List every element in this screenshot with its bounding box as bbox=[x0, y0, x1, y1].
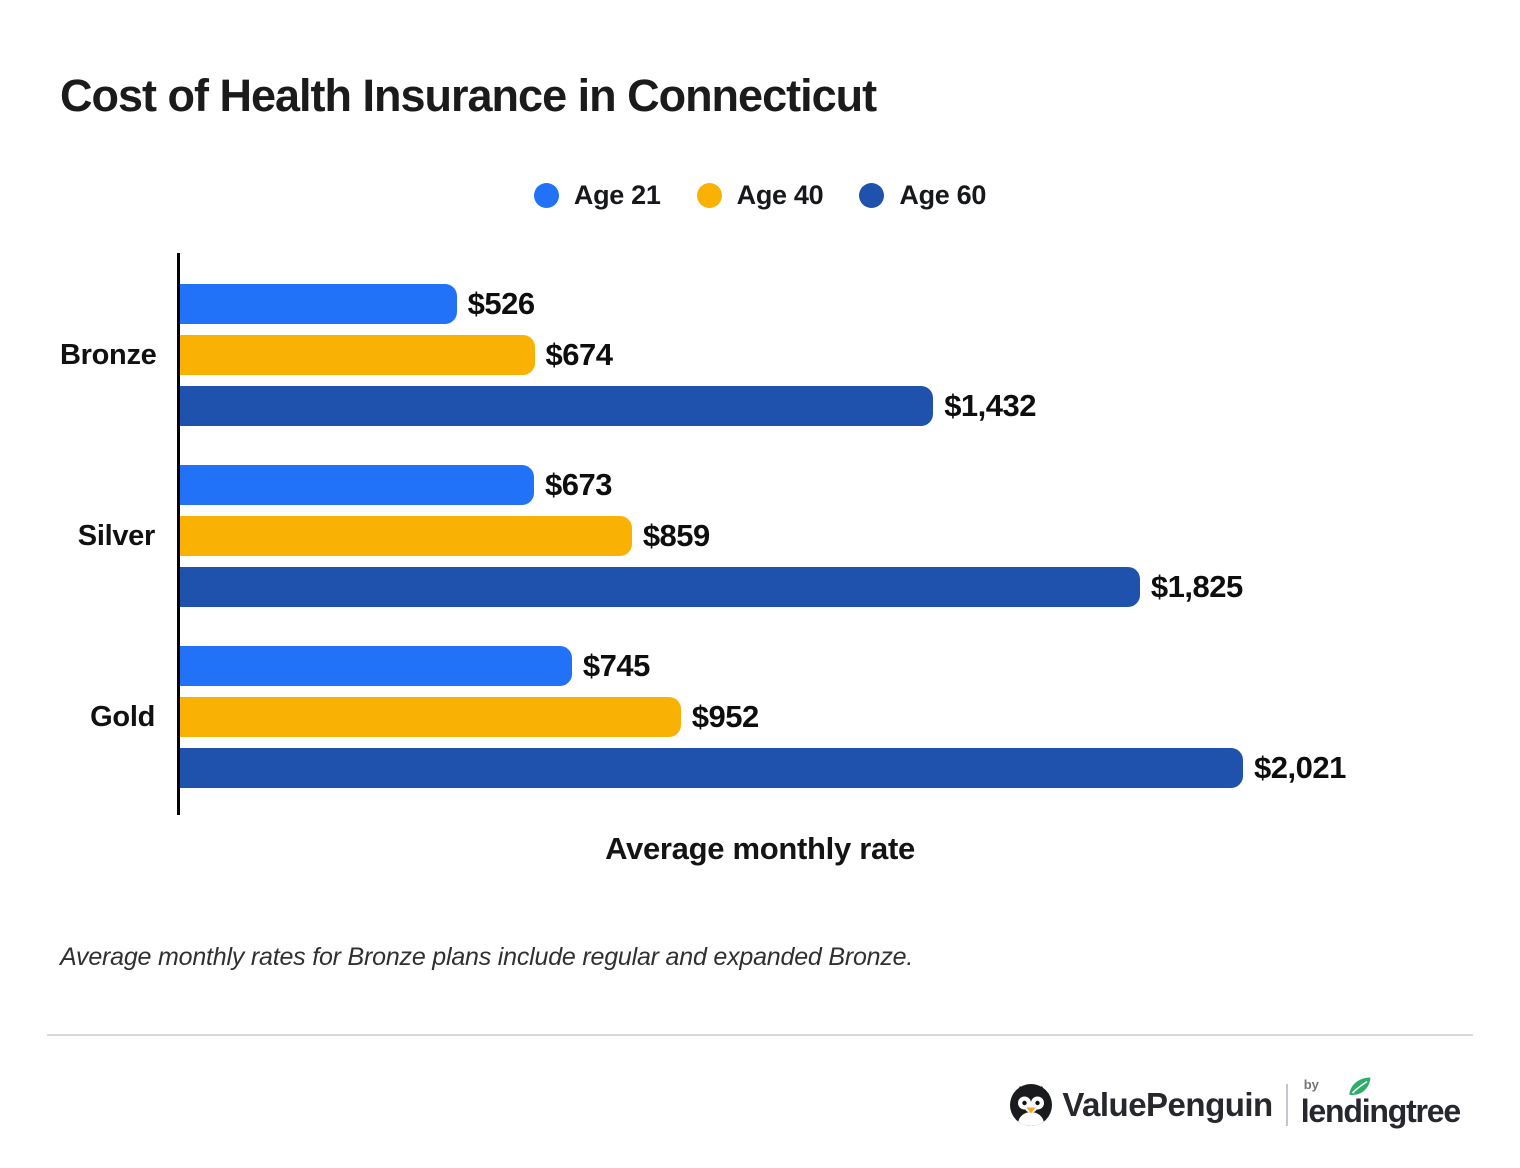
value-label: $952 bbox=[691, 699, 759, 734]
bars-column: $745 $952 $2,021 bbox=[180, 646, 1346, 788]
chart-legend: Age 21 Age 40 Age 60 bbox=[60, 180, 1460, 211]
value-label: $1,432 bbox=[944, 388, 1037, 423]
logo-divider bbox=[1285, 1084, 1288, 1126]
category-group-bronze: Bronze $526 $674 $1,432 bbox=[60, 284, 1460, 426]
legend-label: Age 60 bbox=[899, 180, 987, 210]
valuepenguin-logo: ValuePenguin bbox=[1009, 1083, 1273, 1127]
legend-dot-age-21-icon bbox=[533, 183, 559, 208]
bar-row: $2,021 bbox=[180, 748, 1346, 788]
bars-column: $526 $674 $1,432 bbox=[180, 284, 1243, 426]
lendingtree-wordmark: lendingtree bbox=[1300, 1093, 1461, 1129]
legend-item-age-40: Age 40 bbox=[696, 180, 824, 211]
penguin-icon bbox=[1010, 1084, 1053, 1126]
x-axis-label: Average monthly rate bbox=[605, 831, 915, 866]
y-axis-line bbox=[177, 253, 180, 815]
value-label: $745 bbox=[582, 648, 650, 683]
bar-row: $1,432 bbox=[180, 386, 1243, 426]
bar-bronze-age-40 bbox=[180, 335, 535, 375]
value-label: $1,825 bbox=[1150, 569, 1243, 604]
value-label: $673 bbox=[544, 467, 612, 502]
bars-column: $673 $859 $1,825 bbox=[180, 465, 1243, 607]
bar-row: $745 bbox=[180, 646, 1243, 686]
bar-chart: Bronze $526 $674 $1,432 Silver $673 $859 $1,825… bbox=[60, 253, 1460, 815]
divider-line bbox=[47, 1034, 1473, 1036]
legend-dot-age-60-icon bbox=[859, 183, 885, 208]
bar-row: $952 bbox=[180, 697, 1243, 737]
bar-bronze-age-60 bbox=[180, 386, 934, 426]
branding-row: ValuePenguin by lendingtree bbox=[60, 1077, 1461, 1130]
lendingtree-logo: by lendingtree bbox=[1300, 1077, 1461, 1130]
bar-silver-age-21 bbox=[180, 465, 534, 505]
bar-bronze-age-21 bbox=[180, 284, 457, 324]
bar-silver-age-40 bbox=[180, 516, 632, 556]
legend-item-age-21: Age 21 bbox=[533, 180, 661, 211]
value-label: $859 bbox=[642, 518, 710, 553]
by-label: by bbox=[1303, 1077, 1319, 1092]
bar-gold-age-21 bbox=[180, 646, 572, 686]
bar-row: $674 bbox=[180, 335, 1243, 375]
chart-title: Cost of Health Insurance in Connecticut bbox=[60, 70, 877, 121]
footnote: Average monthly rates for Bronze plans i… bbox=[60, 943, 914, 971]
bar-row: $673 bbox=[180, 465, 1243, 505]
category-label: Silver bbox=[77, 519, 156, 552]
category-group-silver: Silver $673 $859 $1,825 bbox=[60, 465, 1460, 607]
value-label: $526 bbox=[467, 286, 535, 321]
bar-silver-age-60 bbox=[180, 567, 1140, 607]
bar-row: $526 bbox=[180, 284, 1243, 324]
category-group-gold: Gold $745 $952 $2,021 bbox=[60, 646, 1460, 788]
leaf-icon bbox=[1348, 1077, 1371, 1095]
legend-item-age-60: Age 60 bbox=[859, 180, 986, 211]
legend-label: Age 21 bbox=[573, 180, 661, 210]
bar-gold-age-60 bbox=[180, 748, 1243, 788]
bar-gold-age-40 bbox=[180, 697, 681, 737]
valuepenguin-wordmark: ValuePenguin bbox=[1062, 1086, 1273, 1123]
legend-dot-age-40-icon bbox=[696, 183, 722, 208]
value-label: $674 bbox=[545, 337, 613, 372]
legend-label: Age 40 bbox=[736, 180, 824, 210]
bar-groups: Bronze $526 $674 $1,432 Silver $673 $859 $1,825… bbox=[60, 284, 1460, 788]
bar-row: $859 bbox=[180, 516, 1243, 556]
category-label: Gold bbox=[90, 700, 155, 733]
bar-row: $1,825 bbox=[180, 567, 1243, 607]
value-label: $2,021 bbox=[1254, 750, 1346, 785]
category-label: Bronze bbox=[60, 338, 157, 371]
